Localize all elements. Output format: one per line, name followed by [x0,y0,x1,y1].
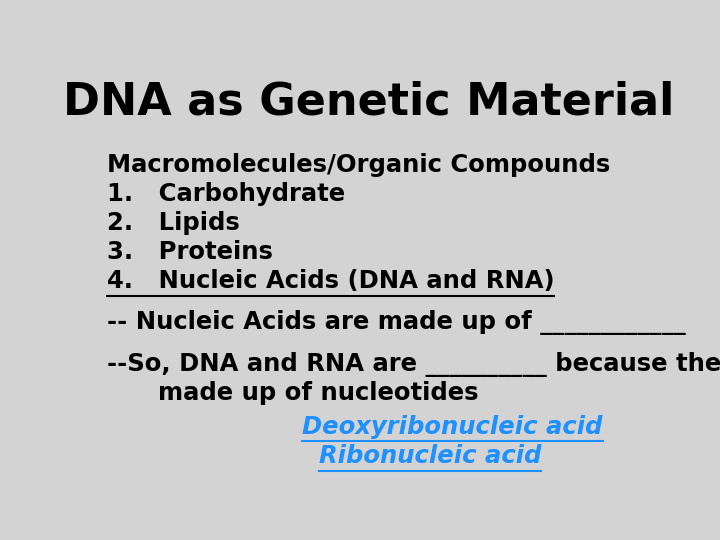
Text: made up of nucleotides: made up of nucleotides [107,381,478,406]
Text: Macromolecules/Organic Compounds: Macromolecules/Organic Compounds [107,153,610,177]
Text: Ribonucleic acid: Ribonucleic acid [319,444,541,468]
Text: --So, DNA and RNA are __________ because they’re: --So, DNA and RNA are __________ because… [107,352,720,377]
Text: DNA as Genetic Material: DNA as Genetic Material [63,80,675,124]
Text: 1.   Carbohydrate: 1. Carbohydrate [107,181,345,206]
Text: Deoxyribonucleic acid: Deoxyribonucleic acid [302,415,603,438]
Text: -- Nucleic Acids are made up of ____________: -- Nucleic Acids are made up of ________… [107,310,685,335]
Text: 2.   Lipids: 2. Lipids [107,211,240,235]
Text: 4.   Nucleic Acids (DNA and RNA): 4. Nucleic Acids (DNA and RNA) [107,269,554,293]
Text: 3.   Proteins: 3. Proteins [107,240,273,264]
